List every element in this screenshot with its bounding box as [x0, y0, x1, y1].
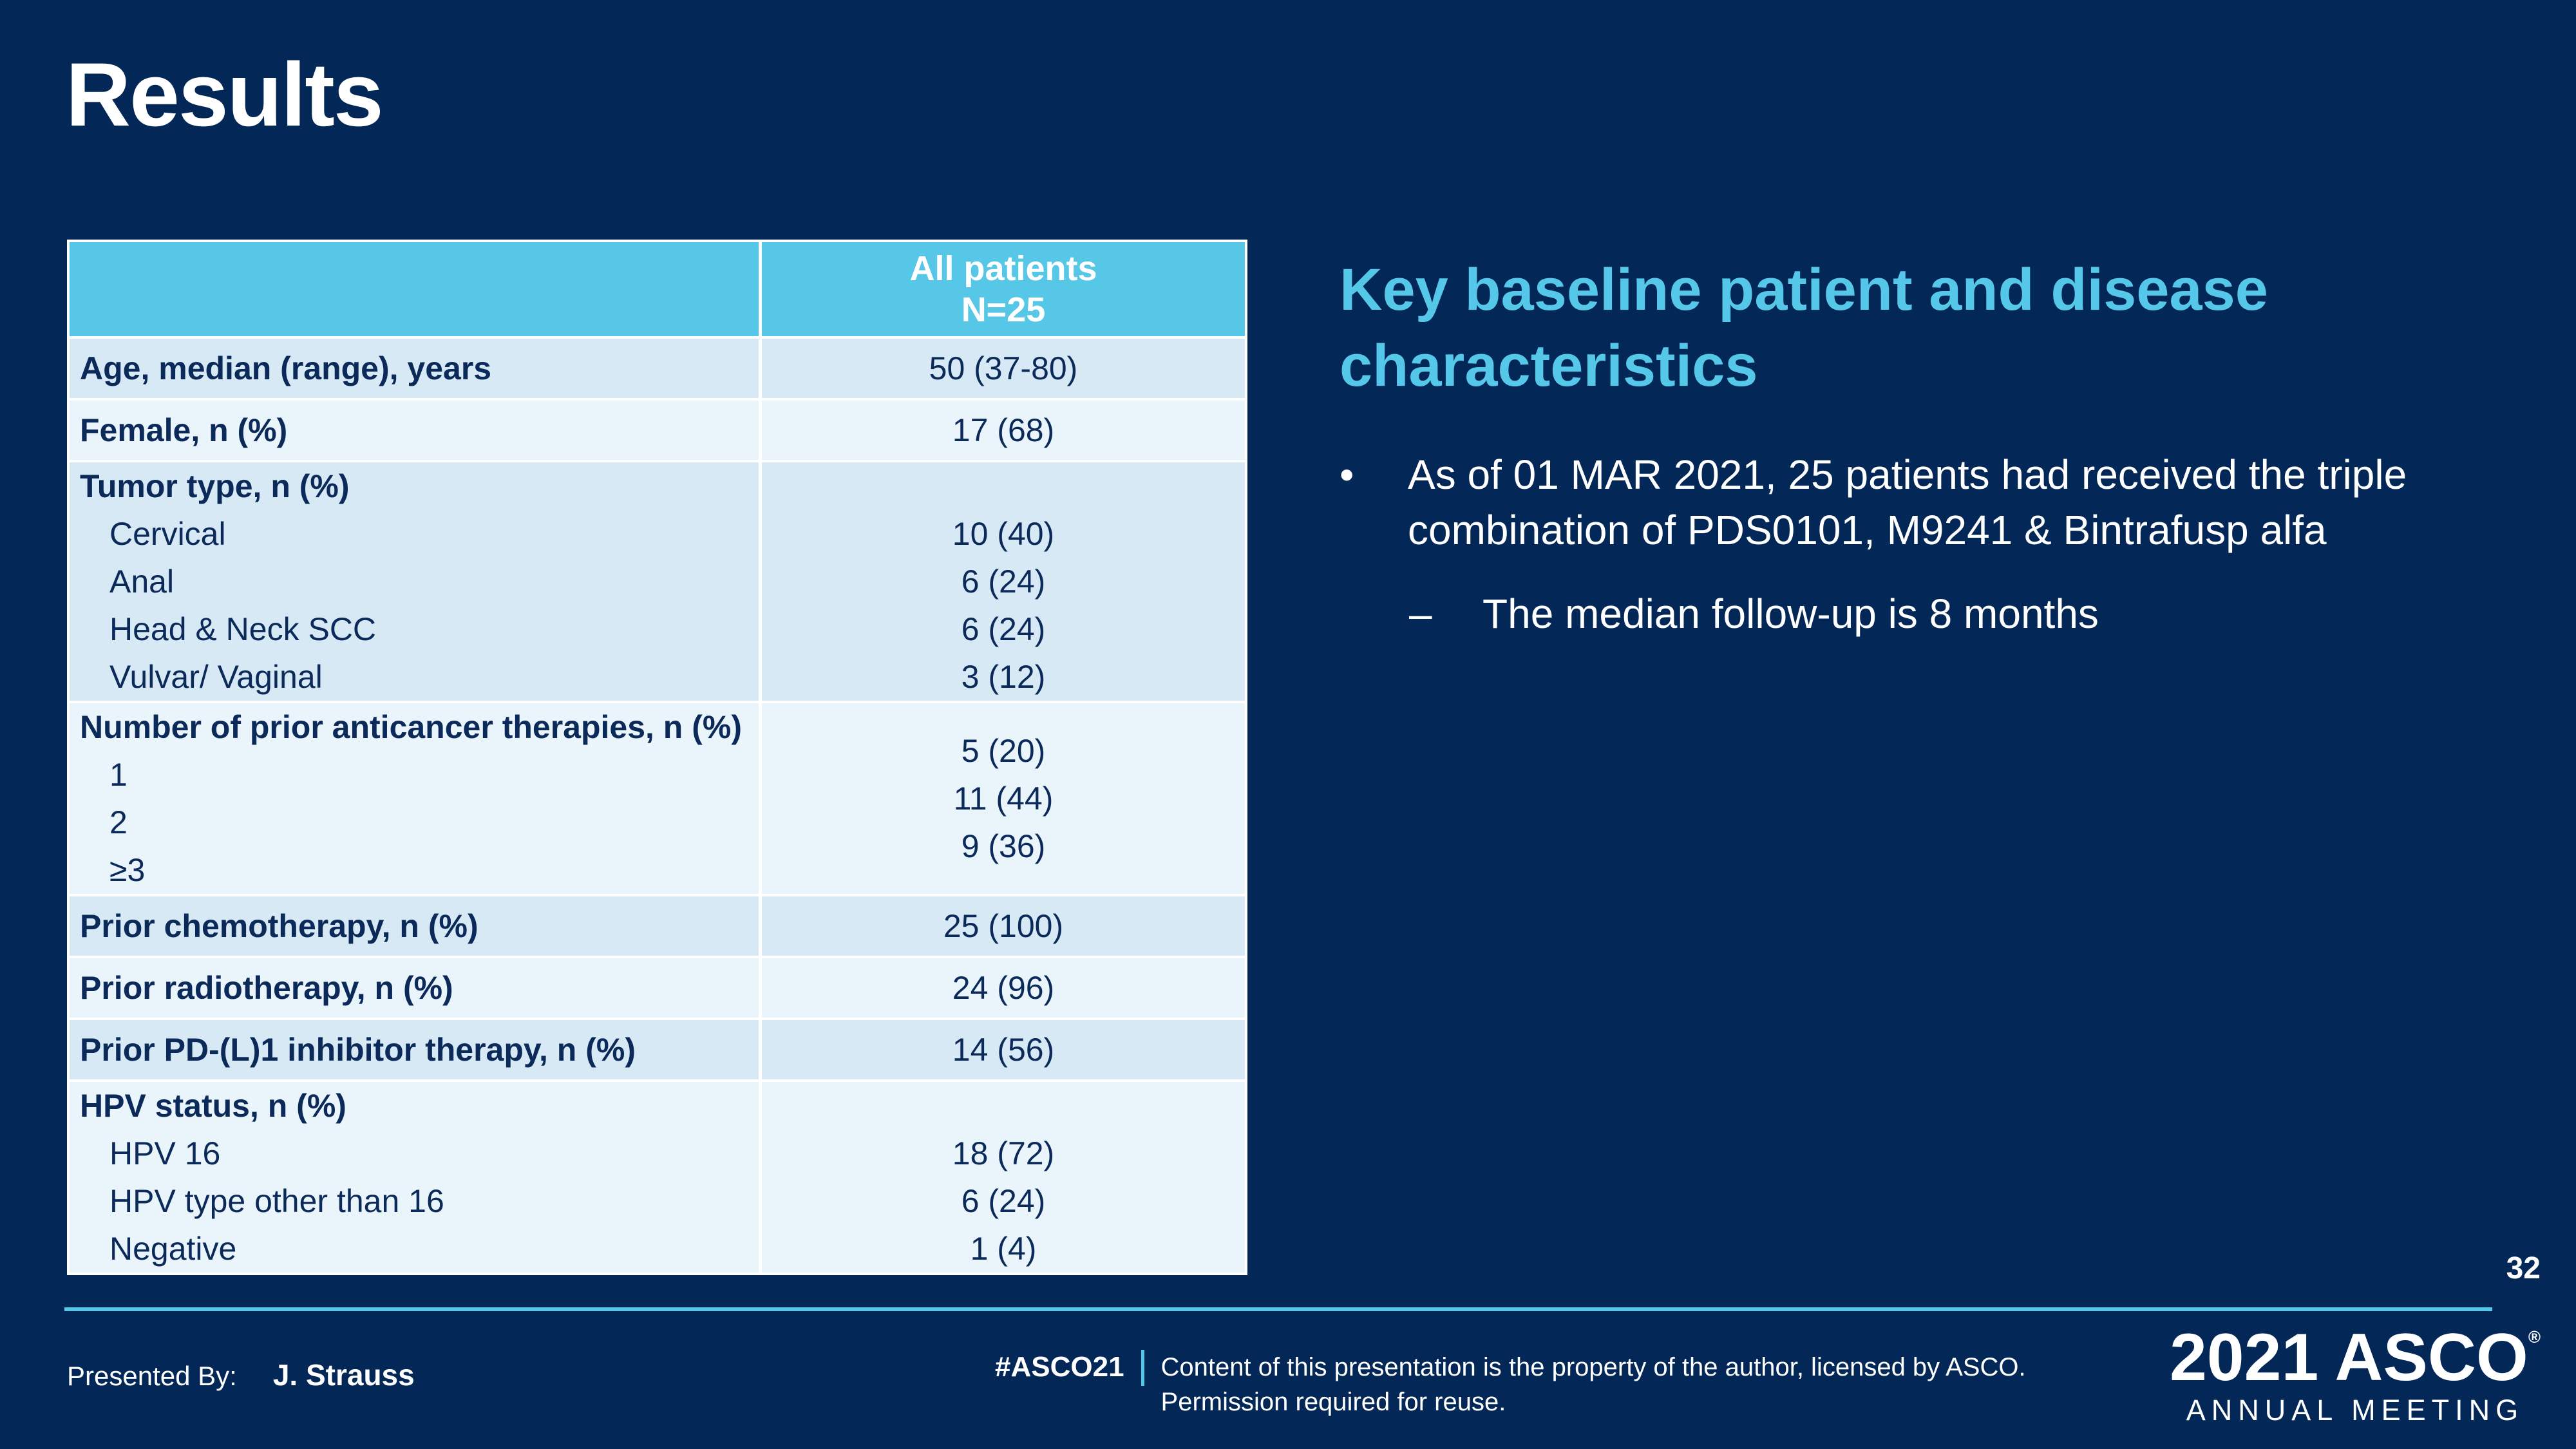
asco-logo-subtitle: ANNUAL MEETING [2186, 1394, 2524, 1426]
asco-logo: 2021 ASCO® ANNUAL MEETING [2170, 1324, 2541, 1427]
row-label-cell: Tumor type, n (%) Cervical Anal Head & Neck… [70, 462, 759, 701]
row-label: Prior radiotherapy, n (%) [80, 970, 453, 1006]
license-line2: Permission required for reuse. [1160, 1388, 1506, 1416]
group-item-label: Vulvar/ Vaginal [109, 659, 323, 695]
group-value-spacer [762, 1082, 1245, 1130]
group-item-label: Head & Neck SCC [109, 611, 377, 647]
presented-by-label: Presented By: [67, 1361, 237, 1391]
group-item-value: 6 (24) [961, 1183, 1046, 1219]
row-label-cell: Prior radiotherapy, n (%) [70, 958, 759, 1018]
row-label-cell: Number of prior anticancer therapies, n … [70, 703, 759, 894]
group-item-value: 5 (20) [961, 733, 1046, 769]
table-row-group: Number of prior anticancer therapies, n … [70, 703, 1245, 894]
row-label-cell: Prior chemotherapy, n (%) [70, 896, 759, 956]
asco-logo-wordmark: 2021 ASCO® [2170, 1324, 2541, 1391]
row-label: Female, n (%) [80, 412, 288, 448]
group-value-spacer [762, 462, 1245, 510]
table-row: Age, median (range), years 50 (37-80) [70, 339, 1245, 398]
row-value: 24 (96) [952, 970, 1055, 1006]
row-label: Age, median (range), years [80, 350, 492, 386]
asco-logo-name: ASCO [2334, 1320, 2528, 1395]
group-item-value: 6 (24) [961, 564, 1046, 600]
footer-divider-line [64, 1307, 2492, 1311]
row-value: 14 (56) [952, 1032, 1055, 1068]
group-item-label: Anal [109, 564, 175, 600]
row-label: Prior PD-(L)1 inhibitor therapy, n (%) [80, 1032, 636, 1068]
table-row-group: Tumor type, n (%) Cervical Anal Head & Neck… [70, 462, 1245, 701]
hashtag: #ASCO21 [995, 1351, 1124, 1383]
group-item-label: Negative [109, 1231, 237, 1267]
group-item-label: 2 [109, 804, 128, 840]
row-value-cell: 14 (56) [762, 1020, 1245, 1079]
table-header-all-patients-cell: All patients N=25 [762, 242, 1245, 336]
table-header-empty-cell [70, 242, 759, 336]
row-value-cell: 18 (72) 6 (24) 1 (4) [762, 1082, 1245, 1273]
bullet-marker: • [1340, 451, 1354, 498]
presenter-name: J. Strauss [272, 1358, 415, 1392]
license-divider-bar [1141, 1350, 1144, 1386]
patient-characteristics-table: All patients N=25 Age, median (range), y… [67, 240, 1247, 1275]
page-number: 32 [2506, 1251, 2541, 1285]
group-item-label: Cervical [109, 516, 226, 552]
group-item-label: HPV type other than 16 [109, 1183, 444, 1219]
row-label-cell: Prior PD-(L)1 inhibitor therapy, n (%) [70, 1020, 759, 1079]
group-item-value: 10 (40) [952, 516, 1055, 552]
group-heading: Tumor type, n (%) [80, 468, 350, 504]
row-label-cell: Female, n (%) [70, 401, 759, 460]
presented-by: Presented By: J. Strauss [67, 1358, 415, 1392]
row-value-cell: 50 (37-80) [762, 339, 1245, 398]
license-line1: Content of this presentation is the prop… [1160, 1353, 2026, 1381]
table-row: Prior chemotherapy, n (%) 25 (100) [70, 896, 1245, 956]
row-value-cell: 5 (20) 11 (44) 9 (36) [762, 703, 1245, 894]
license-text: Content of this presentation is the prop… [1161, 1350, 2026, 1419]
table-header-line2: N=25 [961, 290, 1046, 329]
table-header-line1: All patients [909, 249, 1097, 288]
group-heading: HPV status, n (%) [80, 1088, 346, 1124]
table-row: Female, n (%) 17 (68) [70, 401, 1245, 460]
sub-bullet-text: The median follow-up is 8 months [1482, 590, 2099, 637]
sub-bullet-item: – The median follow-up is 8 months [1340, 586, 2499, 641]
table-row: Prior PD-(L)1 inhibitor therapy, n (%) 14… [70, 1020, 1245, 1079]
row-value: 50 (37-80) [929, 350, 1078, 386]
row-label: Prior chemotherapy, n (%) [80, 908, 478, 944]
panel-heading: Key baseline patient and disease charact… [1340, 257, 2268, 399]
sub-bullet-marker: – [1409, 590, 1432, 637]
group-item-value: 18 (72) [952, 1135, 1055, 1171]
group-heading: Number of prior anticancer therapies, n … [80, 709, 742, 745]
table-row: Prior radiotherapy, n (%) 24 (96) [70, 958, 1245, 1018]
group-item-value: 3 (12) [961, 659, 1046, 695]
right-panel: Key baseline patient and disease charact… [1340, 252, 2499, 641]
bullet-item: • As of 01 MAR 2021, 25 patients had rec… [1340, 447, 2499, 558]
bullet-text: As of 01 MAR 2021, 25 patients had recei… [1408, 451, 2407, 553]
group-item-value: 11 (44) [953, 781, 1054, 817]
group-item-value: 6 (24) [961, 611, 1046, 647]
row-label-cell: Age, median (range), years [70, 339, 759, 398]
group-item-label: HPV 16 [109, 1135, 221, 1171]
table-row-group: HPV status, n (%) HPV 16 HPV type other th… [70, 1082, 1245, 1273]
row-value: 25 (100) [943, 908, 1064, 944]
table-header-row: All patients N=25 [70, 242, 1245, 336]
registered-mark-icon: ® [2528, 1327, 2541, 1347]
row-value-cell: 24 (96) [762, 958, 1245, 1018]
row-value: 17 (68) [952, 412, 1055, 448]
group-item-value: 1 (4) [970, 1231, 1037, 1267]
group-item-label: ≥3 [109, 852, 146, 888]
row-value-cell: 25 (100) [762, 896, 1245, 956]
bullet-list: • As of 01 MAR 2021, 25 patients had rec… [1340, 447, 2499, 641]
group-item-label: 1 [109, 757, 128, 793]
group-item-value: 9 (36) [961, 828, 1046, 864]
row-value-cell: 17 (68) [762, 401, 1245, 460]
slide-title: Results [66, 44, 384, 145]
row-label-cell: HPV status, n (%) HPV 16 HPV type other th… [70, 1082, 759, 1273]
footer-license: #ASCO21 Content of this presentation is … [995, 1350, 2026, 1419]
asco-logo-year: 2021 [2169, 1320, 2319, 1395]
row-value-cell: 10 (40) 6 (24) 6 (24) 3 (12) [762, 462, 1245, 701]
